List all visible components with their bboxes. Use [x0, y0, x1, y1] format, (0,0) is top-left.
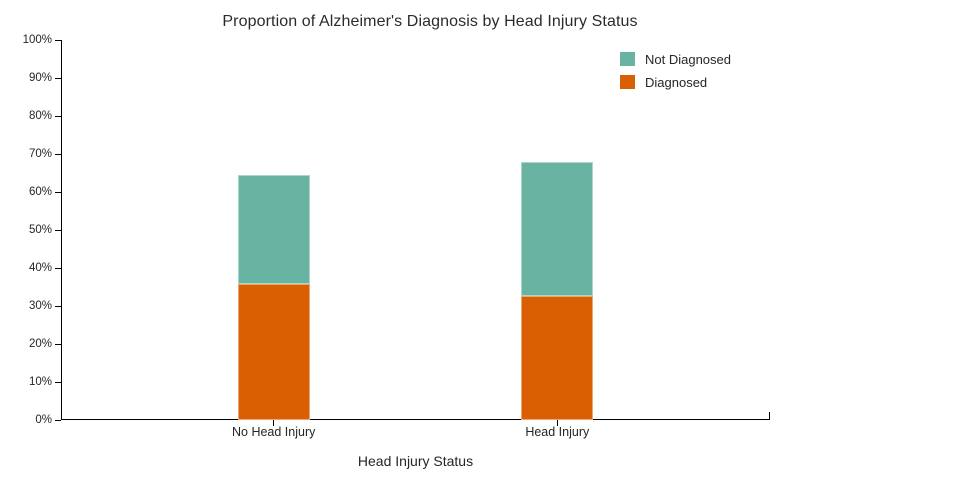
y-axis-tick [55, 229, 61, 231]
y-axis-tick [55, 343, 61, 345]
bar-segment-head-injury-diagnosed [521, 296, 594, 420]
y-axis-tick-label: 10% [28, 376, 52, 388]
y-axis-tick-label: 80% [28, 110, 52, 122]
y-axis-line [61, 40, 62, 420]
x-axis-title: Head Injury Status [357, 453, 474, 469]
y-axis-tick-label: 90% [28, 72, 52, 84]
y-axis-tick [55, 115, 61, 117]
y-axis-tick-label: 100% [22, 34, 52, 46]
x-axis-tick [273, 420, 275, 426]
legend-label-not-diagnosed: Not Diagnosed [645, 51, 731, 67]
y-axis-tick-label: 20% [28, 338, 52, 350]
plot-area: 0% 10% 20% 30% 40% 50% 60% 70% 80% 90% 100% No Head… [23, 34, 770, 439]
y-axis-tick [55, 77, 61, 79]
x-axis-tick-label: No Head Injury [232, 425, 316, 439]
y-axis-tick [55, 153, 61, 155]
y-axis-tick [55, 419, 61, 421]
chart-title: Proportion of Alzheimer's Diagnosis by H… [222, 13, 638, 30]
y-axis-tick-label: 60% [28, 186, 52, 198]
y-axis-tick [55, 39, 61, 41]
y-axis-tick [55, 381, 61, 383]
bar-segment-head-injury-not-diagnosed [521, 162, 594, 297]
y-axis-tick-label: 30% [28, 300, 52, 312]
x-axis-tick-label: Head Injury [525, 425, 590, 439]
x-axis-end-tick [769, 412, 770, 420]
legend-item-not-diagnosed: Not Diagnosed [620, 50, 731, 68]
y-axis-tick-label: 40% [28, 262, 52, 274]
y-axis-tick-label: 70% [28, 148, 52, 160]
legend-item-diagnosed: Diagnosed [620, 73, 731, 91]
legend-swatch-diagnosed [620, 75, 635, 89]
legend-label-diagnosed: Diagnosed [645, 74, 708, 90]
x-axis-line [61, 419, 770, 420]
y-axis-tick [55, 191, 61, 193]
y-axis-tick-label: 50% [28, 224, 52, 236]
bar-segment-no-head-injury-not-diagnosed [237, 174, 310, 284]
bar-segment-no-head-injury-diagnosed [237, 283, 310, 420]
legend: Not Diagnosed Diagnosed [620, 50, 731, 96]
legend-swatch-not-diagnosed [620, 52, 635, 66]
x-axis-tick [556, 420, 558, 426]
y-axis-tick [55, 267, 61, 269]
y-axis-tick [55, 305, 61, 307]
y-axis-tick-label: 0% [35, 414, 52, 426]
